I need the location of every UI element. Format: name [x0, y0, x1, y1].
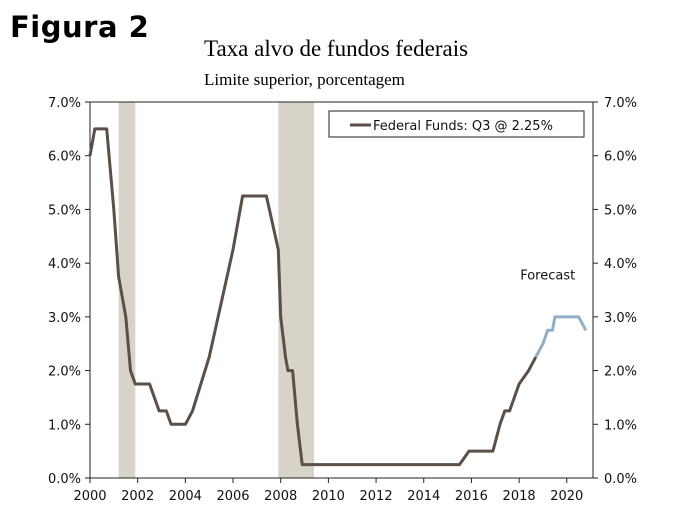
series-line-forecast	[534, 315, 588, 358]
y-tick-label-left: 1.0%	[48, 418, 81, 433]
y-tick-label-right: 0.0%	[604, 472, 637, 487]
y-tick-label-left: 2.0%	[48, 365, 81, 380]
y-tick-label-right: 2.0%	[604, 365, 637, 380]
y-tick-label-left: 3.0%	[48, 311, 81, 326]
y-tick-label-right: 3.0%	[604, 311, 637, 326]
x-tick-label: 2010	[312, 489, 345, 504]
recession-band-1	[118, 102, 136, 478]
x-tick-label: 2014	[407, 489, 440, 504]
legend-label: Federal Funds: Q3 @ 2.25%	[373, 119, 553, 134]
series-line-federal-funds	[88, 127, 538, 467]
y-tick-label-left: 7.0%	[48, 96, 81, 111]
x-tick-label: 2000	[73, 489, 106, 504]
forecast-annotation: Forecast	[520, 268, 575, 283]
y-tick-label-left: 4.0%	[48, 257, 81, 272]
chart-subtitle: Limite superior, porcentagem	[204, 70, 405, 89]
y-tick-label-right: 1.0%	[604, 418, 637, 433]
x-tick-label: 2020	[550, 489, 583, 504]
series-lines	[88, 127, 588, 467]
x-tick-label: 2002	[121, 489, 154, 504]
y-tick-label-right: 6.0%	[604, 150, 637, 165]
x-tick-label: 2006	[216, 489, 249, 504]
y-tick-label-left: 5.0%	[48, 203, 81, 218]
legend-box	[328, 110, 585, 138]
x-tick-label: 2012	[360, 489, 393, 504]
x-tick-label: 2016	[455, 489, 488, 504]
legend: Federal Funds: Q3 @ 2.25%	[328, 110, 585, 138]
axis-ticks: 0.0% 0.0% 1.0% 1.0% 2.0% 2.0% 3.0% 3.0% 4.0% 4.0%…	[48, 96, 637, 504]
plot-border	[89, 101, 594, 479]
x-tick-label: 2008	[264, 489, 297, 504]
figure-label: Figura 2	[10, 10, 150, 44]
chart-title: Taxa alvo de fundos federais	[204, 36, 469, 61]
y-tick-label-left: 6.0%	[48, 150, 81, 165]
x-tick-label: 2018	[503, 489, 536, 504]
x-tick-label: 2004	[169, 489, 202, 504]
y-tick-label-left: 0.0%	[48, 472, 81, 487]
y-tick-label-right: 7.0%	[604, 96, 637, 111]
y-tick-label-right: 5.0%	[604, 203, 637, 218]
recession-bands	[118, 102, 315, 478]
y-tick-label-right: 4.0%	[604, 257, 637, 272]
plot-frame	[89, 101, 594, 479]
